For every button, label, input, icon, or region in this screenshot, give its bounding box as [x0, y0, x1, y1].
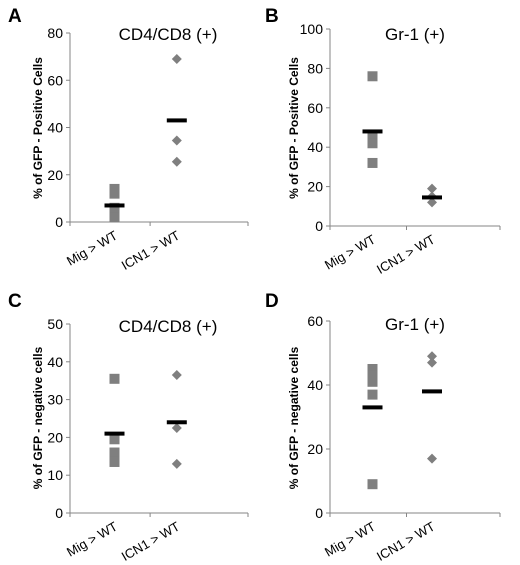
data-point-square [367, 138, 378, 149]
y-tick-label: 40 [47, 120, 63, 136]
x-tick-label: ICN1 > WT [374, 519, 438, 564]
data-point-diamond [427, 351, 437, 362]
y-tick-label: 0 [55, 505, 63, 521]
y-tick-label: 20 [47, 167, 63, 183]
data-point-square [109, 373, 120, 384]
x-tick-label: Mig > WT [64, 519, 120, 560]
chart-title: CD4/CD8 (+) [119, 317, 218, 336]
mean-bar [166, 420, 187, 425]
data-point-square [367, 370, 378, 381]
panel-letter: B [265, 6, 279, 27]
data-point-square [109, 434, 120, 445]
data-point-diamond [427, 357, 437, 368]
y-axis-label: % of GFP - negative cells [287, 346, 301, 489]
panel-letter: A [8, 6, 22, 27]
mean-bar [362, 129, 383, 134]
chart-title: CD4/CD8 (+) [119, 25, 218, 44]
data-point-square [367, 389, 378, 400]
y-tick-label: 0 [55, 214, 63, 230]
data-point-square [367, 364, 378, 374]
y-axis-label: % of GFP - Positive Cells [31, 57, 45, 199]
y-tick-label: 20 [307, 441, 323, 457]
panel-c: C CD4/CD8 (+) % of GFP - negative cells 0 10… [8, 291, 249, 564]
panel-letter: C [8, 291, 22, 312]
data-point-square [367, 71, 378, 82]
y-tick-label: 60 [47, 72, 63, 88]
data-point-diamond [427, 197, 437, 208]
panel-letter: D [265, 291, 279, 312]
data-point-square [367, 157, 378, 168]
data-point-square [109, 456, 120, 467]
mean-bar [104, 203, 125, 208]
x-tick-label: ICN1 > WT [119, 519, 183, 564]
y-tick-label: 50 [47, 316, 63, 332]
y-tick-label: 20 [47, 429, 63, 445]
y-tick-label: 0 [315, 218, 323, 234]
data-point-diamond [171, 53, 182, 64]
data-point-diamond [171, 156, 182, 167]
data-point-square [367, 376, 378, 387]
chart-title: Gr-1 (+) [385, 25, 445, 44]
y-tick-label: 100 [300, 21, 324, 37]
panel-d: D Gr-1 (+) % of GFP - negative cells 0 20 40 6… [265, 291, 501, 564]
data-point-diamond [171, 370, 182, 381]
y-tick-label: 20 [307, 179, 323, 195]
y-tick-label: 40 [307, 139, 323, 155]
y-tick-label: 30 [47, 392, 63, 408]
y-axis-label: % of GFP - Positive Cells [287, 57, 301, 199]
mean-bar [422, 195, 442, 200]
y-tick-label: 40 [47, 354, 63, 370]
panel-b: B Gr-1 (+) % of GFP - Positive Cells 0 20 40 6… [265, 6, 501, 277]
data-point-square [109, 212, 120, 223]
x-tick-label: Mig > WT [322, 519, 378, 560]
data-point-square [367, 479, 378, 490]
y-tick-label: 80 [47, 25, 63, 41]
data-point-diamond [171, 135, 182, 146]
y-tick-label: 40 [307, 377, 323, 393]
x-tick-label: Mig > WT [322, 232, 378, 273]
y-tick-label: 60 [307, 313, 323, 329]
y-tick-label: 80 [307, 60, 323, 76]
y-tick-label: 10 [47, 467, 63, 483]
data-point-diamond [171, 458, 182, 469]
x-tick-label: Mig > WT [64, 228, 120, 269]
data-point-diamond [427, 453, 437, 464]
y-tick-label: 0 [315, 505, 323, 521]
mean-bar [362, 405, 383, 410]
data-point-diamond [171, 422, 182, 433]
data-point-diamond [427, 183, 437, 194]
data-point-square [367, 130, 378, 141]
data-point-square [109, 188, 120, 199]
y-tick-label: 60 [307, 100, 323, 116]
x-tick-label: ICN1 > WT [374, 232, 438, 277]
y-axis-label: % of GFP - negative cells [31, 346, 45, 489]
mean-bar [166, 118, 187, 123]
mean-bar [104, 431, 125, 436]
panel-a: A CD4/CD8 (+) % of GFP - Positive Cells 0 20… [8, 6, 249, 273]
mean-bar [422, 389, 442, 394]
x-tick-label: ICN1 > WT [119, 228, 183, 273]
data-point-square [109, 447, 120, 458]
chart-title: Gr-1 (+) [385, 315, 445, 334]
